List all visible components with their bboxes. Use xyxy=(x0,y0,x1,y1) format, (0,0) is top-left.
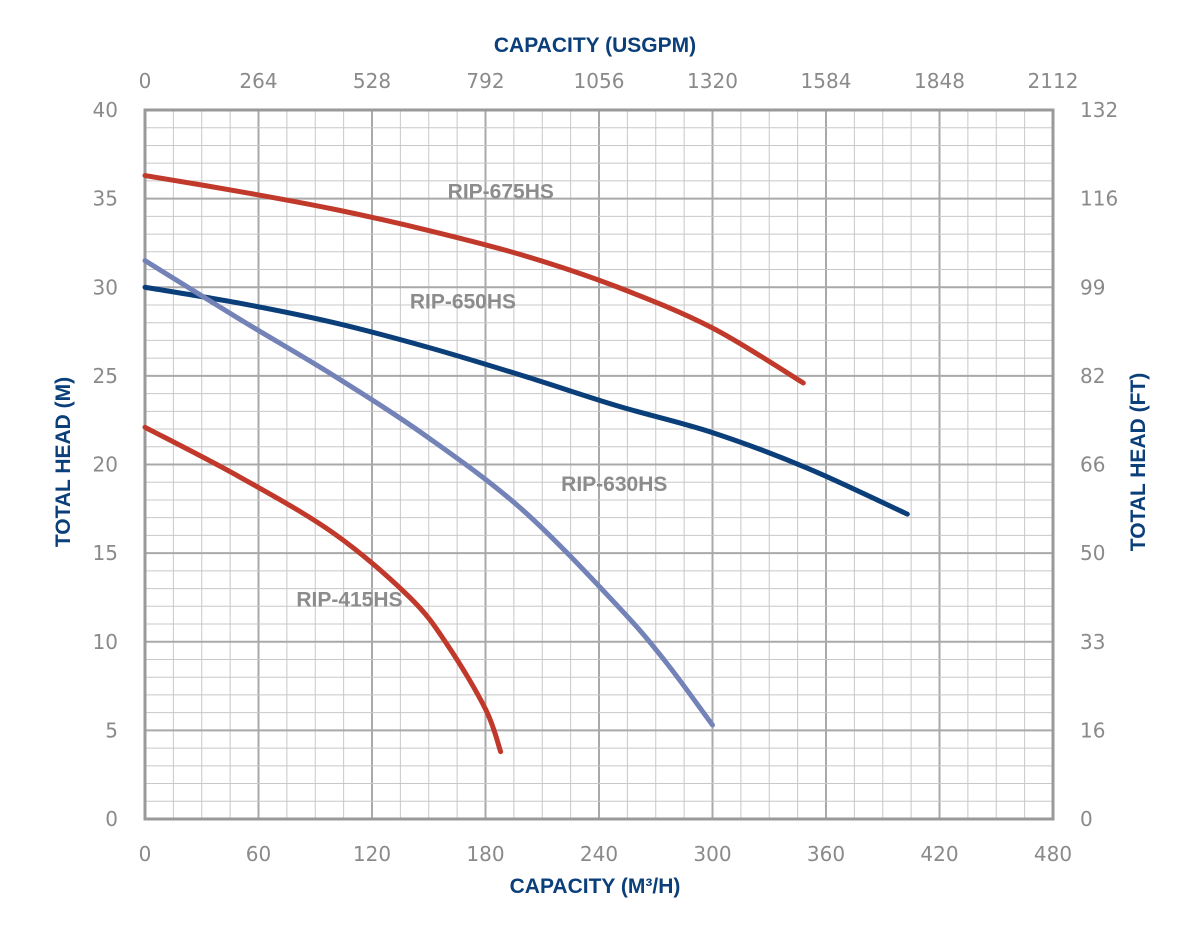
y-tick-label: 35 xyxy=(93,187,118,211)
y-right-tick-label: 50 xyxy=(1080,541,1105,565)
y-tick-label: 0 xyxy=(105,807,118,831)
y-right-tick-label: 33 xyxy=(1080,630,1105,654)
y-tick-label: 30 xyxy=(93,275,118,299)
y-axis-title-left: TOTAL HEAD (M) xyxy=(52,377,75,547)
x-axis-title-top: CAPACITY (USGPM) xyxy=(494,34,696,57)
series-label-rip-650hs: RIP-650HS xyxy=(410,291,516,314)
x-top-tick-label: 1584 xyxy=(801,69,852,93)
y-right-tick-label: 0 xyxy=(1080,807,1093,831)
y-tick-label: 15 xyxy=(93,541,118,565)
y-right-tick-label: 99 xyxy=(1080,275,1105,299)
chart-grid xyxy=(143,108,1055,821)
x-tick-label: 0 xyxy=(139,842,152,866)
x-tick-label: 420 xyxy=(920,842,958,866)
x-tick-label: 480 xyxy=(1034,842,1072,866)
x-tick-label: 60 xyxy=(246,842,271,866)
series-line-rip-650hs xyxy=(142,284,910,517)
x-top-tick-label: 528 xyxy=(353,69,391,93)
y-right-tick-label: 82 xyxy=(1080,364,1105,388)
series-line-rip-675hs xyxy=(142,173,806,386)
x-tick-label: 180 xyxy=(466,842,504,866)
y-tick-label: 10 xyxy=(93,630,118,654)
y-axis-title-right: TOTAL HEAD (FT) xyxy=(1127,373,1150,551)
x-tick-label: 360 xyxy=(807,842,845,866)
y-right-tick-label: 66 xyxy=(1080,453,1105,477)
chart-series-labels: RIP-675HS RIP-650HS RIP-630HS RIP-415HS xyxy=(296,181,667,612)
x-tick-label: 120 xyxy=(353,842,391,866)
x-top-tick-label: 264 xyxy=(239,69,277,93)
y-right-tick-label: 116 xyxy=(1080,187,1118,211)
series-line-rip-630hs xyxy=(142,258,715,728)
series-label-rip-675hs: RIP-675HS xyxy=(448,181,554,204)
x-top-tick-label: 1848 xyxy=(914,69,965,93)
x-tick-label: 240 xyxy=(580,842,618,866)
y-tick-label: 25 xyxy=(93,364,118,388)
y-tick-label: 5 xyxy=(105,718,118,742)
x-top-tick-label: 0 xyxy=(139,69,152,93)
plot-frame xyxy=(143,108,1055,821)
x-tick-label: 300 xyxy=(693,842,731,866)
x-top-tick-label: 1320 xyxy=(687,69,738,93)
x-top-tick-label: 2112 xyxy=(1028,69,1079,93)
series-label-rip-630hs: RIP-630HS xyxy=(561,473,667,496)
x-top-tick-label: 792 xyxy=(466,69,504,93)
y-right-tick-label: 132 xyxy=(1080,98,1118,122)
x-axis-title-bottom: CAPACITY (M³/H) xyxy=(510,875,681,898)
series-label-rip-415hs: RIP-415HS xyxy=(296,588,402,611)
y-tick-label: 40 xyxy=(93,98,118,122)
y-tick-label: 20 xyxy=(93,453,118,477)
y-right-tick-label: 16 xyxy=(1080,718,1105,742)
chart-curves xyxy=(142,173,910,755)
series-line-rip-415hs xyxy=(142,424,504,755)
x-top-tick-label: 1056 xyxy=(574,69,625,93)
